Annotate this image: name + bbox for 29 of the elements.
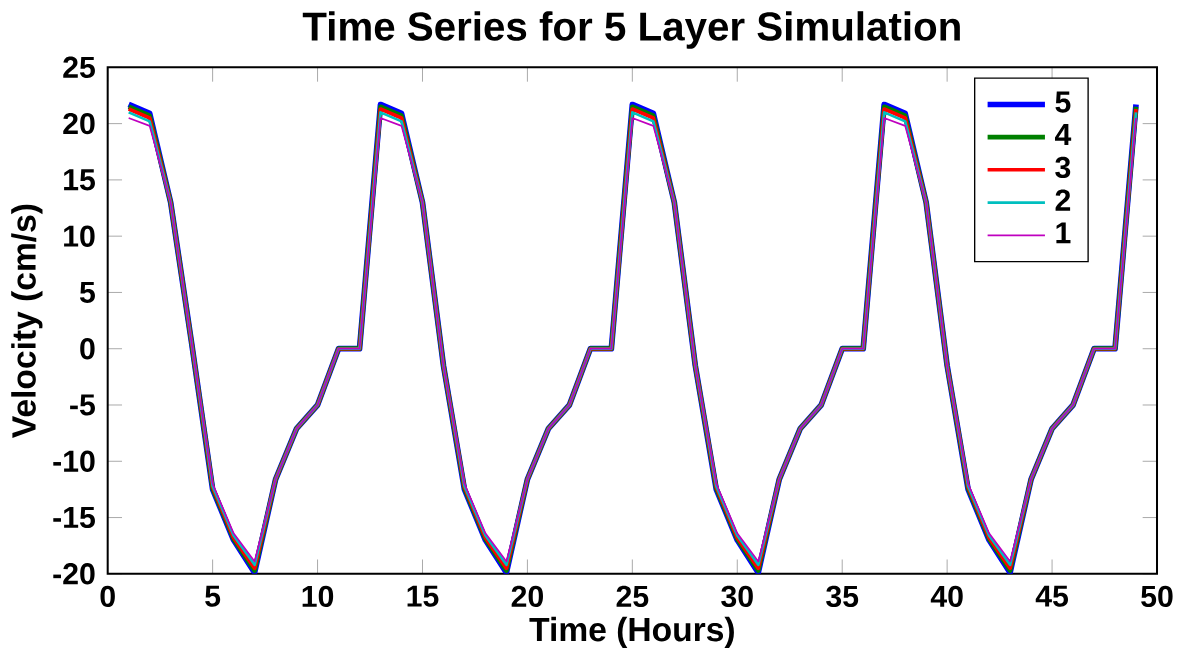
x-tick-label: 15 [407,585,439,607]
legend-label: 4 [1054,123,1072,145]
y-tick-label: 0 [80,337,95,360]
legend-label: 3 [1055,156,1071,178]
x-tick-label: 50 [1141,585,1173,607]
y-tick-label: -5 [70,394,95,416]
x-tick-label: 30 [721,585,753,607]
x-tick-label: 10 [302,585,334,607]
y-tick-label: 5 [79,281,95,303]
legend-label: 2 [1055,189,1071,211]
y-tick-label: -20 [53,562,95,585]
x-tick-label: 20 [511,585,543,607]
y-tick-label: 10 [64,225,95,247]
x-tick-label: 40 [930,585,963,607]
y-tick-label: 20 [63,112,95,135]
x-tick-label: 0 [100,585,115,607]
x-tick-label: 35 [826,585,859,607]
y-axis-title: Velocity (cm/s) [11,204,43,438]
x-axis-title: Time (Hours) [529,616,734,648]
y-tick-label: 15 [64,169,95,191]
x-tick-label: 25 [616,585,649,607]
x-tick-label: 45 [1035,585,1069,607]
legend-label: 1 [1056,222,1071,244]
x-tick-label: 5 [205,585,221,607]
y-tick-label: -10 [53,450,95,472]
chart-title: Time Series for 5 Layer Simulation [302,11,960,49]
y-tick-label: 25 [63,56,95,78]
legend-label: 5 [1055,91,1071,113]
y-tick-label: -15 [53,506,95,528]
